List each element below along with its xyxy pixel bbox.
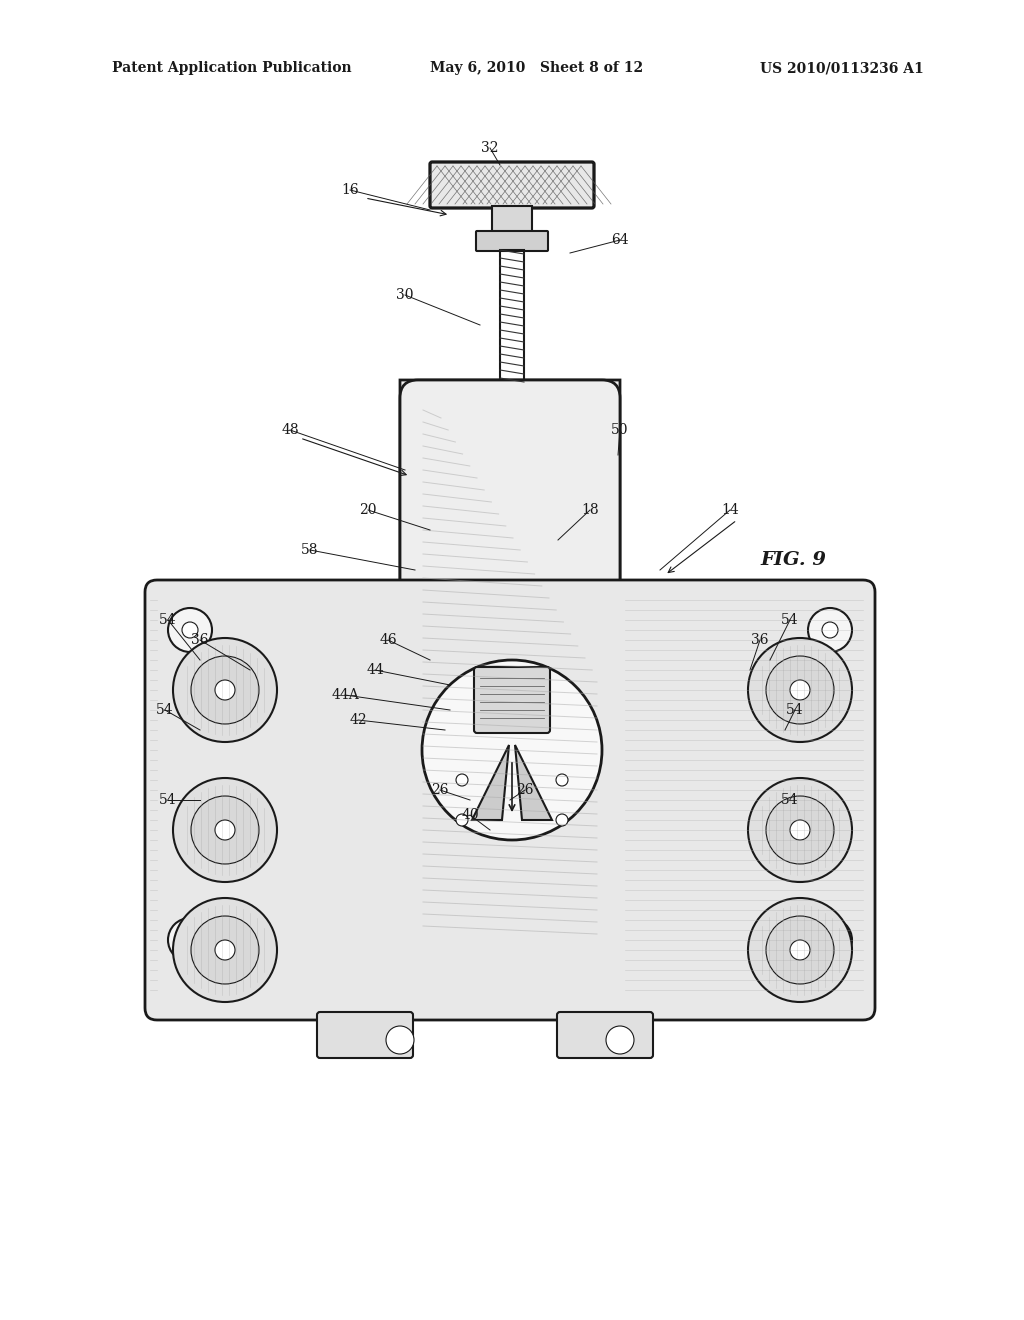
Text: 64: 64 <box>611 234 629 247</box>
Circle shape <box>556 814 568 826</box>
Circle shape <box>168 609 212 652</box>
Text: 18: 18 <box>582 503 599 517</box>
Text: 54: 54 <box>159 612 177 627</box>
Text: 20: 20 <box>359 503 377 517</box>
Circle shape <box>766 916 834 983</box>
Circle shape <box>766 656 834 723</box>
Text: 46: 46 <box>379 634 397 647</box>
Text: 42: 42 <box>349 713 367 727</box>
Circle shape <box>822 622 838 638</box>
Circle shape <box>168 917 212 962</box>
Circle shape <box>808 609 852 652</box>
Text: US 2010/0113236 A1: US 2010/0113236 A1 <box>760 61 924 75</box>
Bar <box>500 249 524 380</box>
Text: 16: 16 <box>341 183 358 197</box>
Text: 54: 54 <box>157 704 174 717</box>
Circle shape <box>808 917 852 962</box>
FancyBboxPatch shape <box>430 162 594 209</box>
Circle shape <box>191 656 259 723</box>
Circle shape <box>748 898 852 1002</box>
Circle shape <box>790 940 810 960</box>
Text: May 6, 2010   Sheet 8 of 12: May 6, 2010 Sheet 8 of 12 <box>430 61 643 75</box>
Circle shape <box>422 660 602 840</box>
Text: 36: 36 <box>191 634 209 647</box>
FancyBboxPatch shape <box>557 1012 653 1059</box>
Text: 26: 26 <box>516 783 534 797</box>
FancyBboxPatch shape <box>317 1012 413 1059</box>
Polygon shape <box>515 744 552 820</box>
Circle shape <box>182 932 198 948</box>
Text: 32: 32 <box>481 141 499 154</box>
Circle shape <box>456 814 468 826</box>
Text: 54: 54 <box>159 793 177 807</box>
Circle shape <box>748 777 852 882</box>
Circle shape <box>556 774 568 785</box>
Text: 54: 54 <box>781 793 799 807</box>
Circle shape <box>748 638 852 742</box>
Text: 40: 40 <box>461 808 479 822</box>
Text: 26: 26 <box>431 783 449 797</box>
Circle shape <box>215 680 234 700</box>
Circle shape <box>173 777 278 882</box>
Circle shape <box>606 1026 634 1053</box>
Text: 54: 54 <box>786 704 804 717</box>
Circle shape <box>191 796 259 865</box>
Circle shape <box>182 622 198 638</box>
Polygon shape <box>472 744 509 820</box>
FancyBboxPatch shape <box>476 231 548 251</box>
Text: 58: 58 <box>301 543 318 557</box>
Circle shape <box>215 820 234 840</box>
Circle shape <box>173 898 278 1002</box>
Circle shape <box>386 1026 414 1053</box>
Text: 44: 44 <box>367 663 384 677</box>
Circle shape <box>790 820 810 840</box>
Text: 14: 14 <box>721 503 739 517</box>
Circle shape <box>766 796 834 865</box>
Text: 30: 30 <box>396 288 414 302</box>
Bar <box>492 206 532 240</box>
Circle shape <box>173 638 278 742</box>
Text: Patent Application Publication: Patent Application Publication <box>112 61 351 75</box>
Circle shape <box>456 774 468 785</box>
Text: 36: 36 <box>752 634 769 647</box>
FancyBboxPatch shape <box>400 380 620 960</box>
Circle shape <box>790 680 810 700</box>
FancyBboxPatch shape <box>474 667 550 733</box>
Circle shape <box>191 916 259 983</box>
Circle shape <box>215 940 234 960</box>
Text: 44A: 44A <box>331 688 358 702</box>
Circle shape <box>822 932 838 948</box>
Text: 54: 54 <box>781 612 799 627</box>
FancyBboxPatch shape <box>400 380 620 960</box>
Text: 48: 48 <box>282 422 299 437</box>
Text: FIG. 9: FIG. 9 <box>760 550 826 569</box>
Text: 50: 50 <box>611 422 629 437</box>
FancyBboxPatch shape <box>145 579 874 1020</box>
